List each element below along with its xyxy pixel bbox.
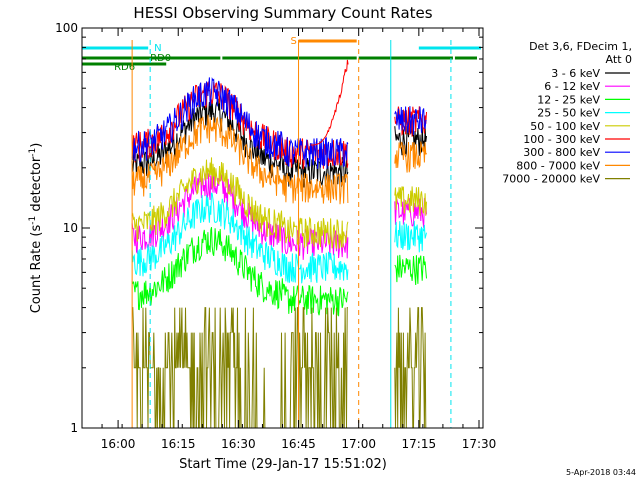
x-tick-label-3: 16:45 (281, 437, 316, 451)
x-tick-label-1: 16:15 (161, 437, 196, 451)
flag-label-2: RD6 (114, 62, 135, 73)
legend-label-8: 7000 - 20000 keV (502, 173, 600, 186)
legend-label-1: 6 - 12 keV (544, 80, 600, 93)
legend-label-5: 100 - 300 keV (523, 133, 600, 146)
series-line-6-segment-1 (394, 106, 427, 136)
y-axis-label: Count Rate (s-1 detector-1) (28, 143, 44, 314)
series-line-4-segment-1 (394, 186, 427, 216)
series-line-8-segment-0 (132, 307, 348, 429)
series-line-6-segment-0 (131, 77, 349, 170)
series-line-7-segment-0 (131, 114, 349, 205)
series-line-3-segment-1 (394, 220, 427, 253)
y-label-end: ) (29, 143, 44, 148)
y-tick-label-0: 1 (70, 421, 78, 435)
y-label-sup1: -1 (28, 216, 38, 225)
legend-label-0: 3 - 6 keV (551, 67, 600, 80)
legend-label-4: 50 - 100 keV (530, 120, 600, 133)
chart-title: HESSI Observing Summary Count Rates (133, 4, 432, 22)
series-line-7-segment-1 (394, 141, 427, 173)
series-line-3-segment-0 (131, 192, 349, 284)
y-label-main: Count Rate (s (29, 225, 44, 314)
x-tick-label-5: 17:15 (402, 437, 437, 451)
flag-label-3: S (291, 36, 297, 47)
series-line-1-segment-1 (394, 197, 427, 228)
flag-label-0: N (154, 43, 161, 54)
legend-label-2: 12 - 25 keV (537, 93, 600, 106)
flag-label-1: RD0 (150, 53, 171, 64)
series-line-4-segment-0 (131, 157, 349, 249)
legend-label-7: 800 - 7000 keV (516, 159, 600, 172)
x-tick-label-6: 17:30 (462, 437, 497, 451)
x-tick-label-0: 16:00 (101, 437, 136, 451)
y-tick-label-1: 10 (63, 221, 78, 235)
series-line-2-segment-1 (394, 254, 427, 286)
series-line-2-segment-0 (131, 226, 349, 317)
x-tick-label-2: 16:30 (221, 437, 256, 451)
y-label-mid: detector (29, 156, 44, 216)
legend-header-1: Det 3,6, FDecim 1, (529, 40, 632, 53)
legend-label-3: 25 - 50 keV (537, 107, 600, 120)
legend-label-6: 300 - 800 keV (523, 146, 600, 159)
y-label-sup2: -1 (28, 148, 38, 157)
legend-header-2: Att 0 (606, 53, 632, 66)
series-line-8-segment-1 (394, 307, 427, 429)
y-tick-label-2: 100 (55, 21, 78, 35)
red-rise-segment-0 (310, 59, 349, 146)
axes: 16:00 16:15 16:30 16:45 17:00 17:15 17:30 1 10 10… (55, 21, 496, 451)
x-tick-label-4: 17:00 (341, 437, 376, 451)
footer-timestamp: 5-Apr-2018 03:44 (566, 468, 636, 477)
x-axis-label: Start Time (29-Jan-17 15:51:02) (179, 457, 387, 472)
